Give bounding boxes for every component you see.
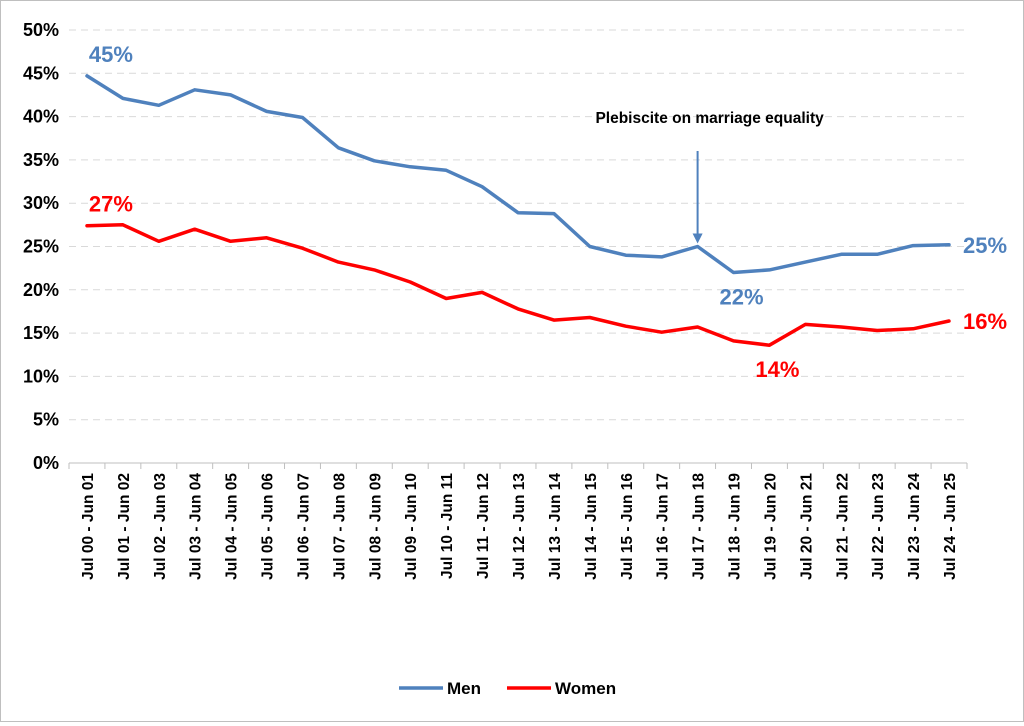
legend: Men Women bbox=[399, 679, 616, 698]
x-tick-label: Jul 15 - Jun 16 bbox=[619, 473, 636, 580]
axes bbox=[68, 462, 968, 469]
x-tick-label: Jul 05 - Jun 06 bbox=[260, 473, 277, 580]
y-tick-label: 30% bbox=[23, 193, 59, 213]
series-line-women bbox=[85, 223, 951, 347]
x-tick-label: Jul 23 - Jun 24 bbox=[906, 473, 923, 580]
x-tick-label: Jul 14 - Jun 15 bbox=[583, 473, 600, 580]
x-tick-label: Jul 17 - Jun 18 bbox=[691, 473, 708, 580]
y-tick-label: 45% bbox=[23, 63, 59, 83]
x-tick-label: Jul 22 - Jun 23 bbox=[870, 473, 887, 580]
x-tick-label: Jul 07 - Jun 08 bbox=[331, 473, 348, 580]
x-tick-label: Jul 04 - Jun 05 bbox=[224, 473, 241, 580]
y-tick-label: 35% bbox=[23, 150, 59, 170]
legend-label-men: Men bbox=[447, 679, 481, 698]
y-tick-label: 50% bbox=[23, 20, 59, 40]
x-tick-label: Jul 21 - Jun 22 bbox=[834, 473, 851, 580]
x-tick-label: Jul 02 - Jun 03 bbox=[152, 473, 169, 580]
data-label: 25% bbox=[963, 233, 1007, 258]
y-tick-label: 10% bbox=[23, 366, 59, 386]
series-line-men bbox=[85, 74, 951, 275]
y-axis-ticks: 0% 5% 10% 15% 20% 25% 30% 35% 40% 45% 50% bbox=[23, 20, 59, 473]
x-tick-label: Jul 06 - Jun 07 bbox=[295, 473, 312, 580]
x-tick-label: Jul 01 - Jun 02 bbox=[116, 473, 133, 580]
y-tick-label: 5% bbox=[33, 410, 59, 430]
x-tick-label: Jul 20 - Jun 21 bbox=[798, 473, 815, 580]
x-tick-label: Jul 08 - Jun 09 bbox=[367, 473, 384, 580]
x-tick-label: Jul 19 - Jun 20 bbox=[762, 473, 779, 580]
legend-label-women: Women bbox=[555, 679, 616, 698]
x-tick-label: Jul 10 - Jun 11 bbox=[439, 473, 456, 579]
gridlines bbox=[69, 29, 967, 421]
data-label: 27% bbox=[89, 192, 133, 217]
data-label: 45% bbox=[89, 42, 133, 67]
y-tick-label: 40% bbox=[23, 107, 59, 127]
data-label: 14% bbox=[755, 357, 799, 382]
data-label: 16% bbox=[963, 309, 1007, 334]
x-tick-label: Jul 24 - Jun 25 bbox=[942, 473, 959, 580]
series-lines bbox=[85, 74, 951, 347]
x-tick-label: Jul 11 - Jun 12 bbox=[475, 473, 492, 579]
y-tick-label: 20% bbox=[23, 280, 59, 300]
x-tick-label: Jul 03 - Jun 04 bbox=[188, 473, 205, 580]
annotation: Plebiscite on marriage equality bbox=[595, 110, 824, 244]
x-tick-label: Jul 09 - Jun 10 bbox=[403, 473, 420, 580]
x-axis-ticks: Jul 00 - Jun 01 Jul 01 - Jun 02 Jul 02 - J… bbox=[80, 473, 959, 580]
data-label: 22% bbox=[719, 284, 763, 309]
data-labels: 45% 22% 25% 27% 14% 16% bbox=[89, 42, 1007, 382]
y-tick-label: 25% bbox=[23, 237, 59, 257]
x-tick-label: Jul 16 - Jun 17 bbox=[655, 473, 672, 580]
x-tick-label: Jul 12 - Jun 13 bbox=[511, 473, 528, 580]
y-tick-label: 15% bbox=[23, 323, 59, 343]
x-tick-label: Jul 18 - Jun 19 bbox=[727, 473, 744, 580]
annotation-text: Plebiscite on marriage equality bbox=[595, 110, 824, 127]
x-tick-label: Jul 00 - Jun 01 bbox=[80, 473, 97, 580]
y-tick-label: 0% bbox=[33, 453, 59, 473]
x-tick-label: Jul 13 - Jun 14 bbox=[547, 473, 564, 580]
